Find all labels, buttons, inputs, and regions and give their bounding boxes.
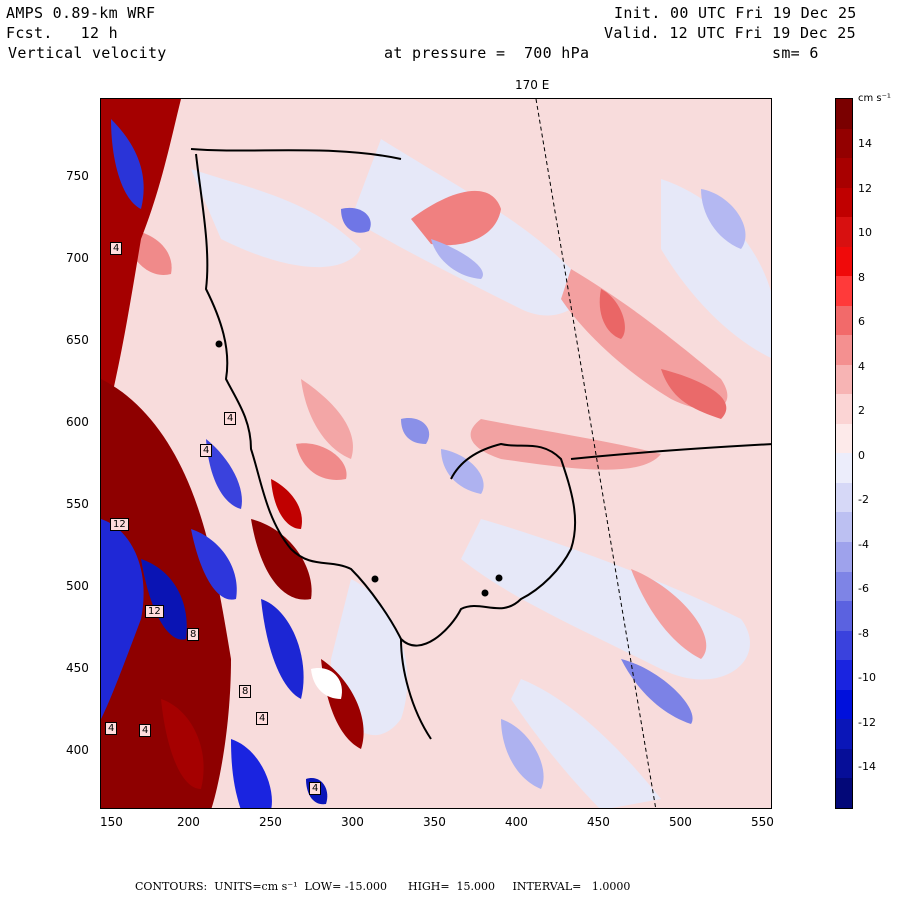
colorbar-segment bbox=[836, 423, 852, 454]
model-title: AMPS 0.89-km WRF bbox=[6, 4, 156, 22]
colorbar-label: -14 bbox=[858, 760, 876, 773]
colorbar-label: 12 bbox=[858, 181, 872, 195]
map-field bbox=[101, 99, 771, 808]
x-tick-label: 300 bbox=[341, 815, 364, 829]
x-tick-label: 250 bbox=[259, 815, 282, 829]
colorbar-segment bbox=[836, 778, 852, 808]
colorbar-label: -2 bbox=[858, 493, 869, 506]
colorbar-units: cm s⁻¹ bbox=[858, 93, 891, 104]
mountain-strong-motion bbox=[101, 99, 364, 808]
x-tick-label: 200 bbox=[177, 815, 200, 829]
y-tick-label: 750 bbox=[66, 169, 89, 183]
contour-label: 4 bbox=[105, 722, 118, 735]
colorbar-label: -12 bbox=[858, 715, 876, 729]
x-tick-label: 500 bbox=[669, 815, 692, 829]
x-tick-label: 150 bbox=[100, 815, 123, 829]
colorbar-segment bbox=[836, 335, 852, 365]
y-tick-label: 450 bbox=[66, 661, 89, 675]
colorbar-segment bbox=[836, 158, 852, 188]
y-tick-label: 700 bbox=[66, 251, 89, 265]
contour-label: 8 bbox=[239, 685, 252, 698]
forecast-hour: Fcst. 12 h bbox=[6, 24, 118, 42]
downward-motion-patches bbox=[341, 189, 746, 789]
x-tick-label: 400 bbox=[505, 815, 528, 829]
colorbar-segment bbox=[836, 128, 852, 159]
contour-label: 4 bbox=[309, 782, 322, 795]
colorbar-segment bbox=[836, 719, 852, 749]
colorbar-segment bbox=[836, 99, 852, 129]
colorbar-label: -4 bbox=[858, 537, 869, 551]
colorbar-segment bbox=[836, 482, 852, 513]
contour-label: 12 bbox=[110, 518, 129, 531]
vertical-velocity-map: 4 4 4 12 12 8 8 4 4 4 4 bbox=[100, 98, 772, 809]
colorbar-segment bbox=[836, 276, 852, 306]
colorbar-label: 8 bbox=[858, 270, 865, 284]
y-tick-label: 600 bbox=[66, 415, 89, 429]
colorbar-segment bbox=[836, 217, 852, 247]
colorbar-segment bbox=[836, 453, 852, 483]
meridian-line bbox=[535, 99, 657, 808]
contour-label: 4 bbox=[224, 412, 237, 425]
colorbar-segment bbox=[836, 660, 852, 690]
contour-label: 4 bbox=[256, 712, 269, 725]
colorbar-segment bbox=[836, 246, 852, 277]
contour-label: 4 bbox=[200, 444, 213, 457]
init-time: Init. 00 UTC Fri 19 Dec 25 bbox=[614, 4, 857, 22]
colorbar-label: 0 bbox=[858, 448, 865, 462]
colorbar-segment bbox=[836, 394, 852, 424]
x-tick-label: 550 bbox=[751, 815, 774, 829]
coastline bbox=[190, 148, 771, 740]
colorbar-label: -10 bbox=[858, 671, 876, 684]
colorbar-segment bbox=[836, 571, 852, 602]
contour-label: 8 bbox=[187, 628, 200, 641]
colorbar-segment bbox=[836, 364, 852, 395]
y-tick-label: 500 bbox=[66, 579, 89, 593]
colorbar-segment bbox=[836, 187, 852, 218]
colorbar-segment bbox=[836, 630, 852, 661]
y-tick-label: 650 bbox=[66, 333, 89, 347]
colorbar-segment bbox=[836, 541, 852, 572]
valid-time: Valid. 12 UTC Fri 19 Dec 25 bbox=[604, 24, 856, 42]
colorbar-label: 10 bbox=[858, 226, 872, 239]
colorbar-label: 14 bbox=[858, 137, 872, 150]
colorbar-label: 6 bbox=[858, 315, 865, 328]
pressure-level: at pressure = 700 hPa bbox=[384, 44, 590, 62]
y-tick-label: 550 bbox=[66, 497, 89, 511]
colorbar-segment bbox=[836, 512, 852, 542]
contour-info: CONTOURS: UNITS=cm s⁻¹ LOW= -15.000 HIGH… bbox=[135, 880, 631, 893]
colorbar-segment bbox=[836, 689, 852, 720]
colorbar-segment bbox=[836, 601, 852, 631]
colorbar-label: 2 bbox=[858, 404, 865, 417]
field-name: Vertical velocity bbox=[8, 44, 167, 62]
colorbar-label: -8 bbox=[858, 626, 869, 640]
contour-label: 4 bbox=[110, 242, 123, 255]
colorbar-label: -6 bbox=[858, 582, 869, 595]
upward-motion-areas bbox=[121, 190, 728, 659]
station-markers bbox=[215, 340, 503, 597]
x-tick-label: 350 bbox=[423, 815, 446, 829]
colorbar-label: 4 bbox=[858, 359, 865, 373]
y-tick-label: 400 bbox=[66, 743, 89, 757]
colorbar-segment bbox=[836, 748, 852, 779]
x-tick-label: 450 bbox=[587, 815, 610, 829]
colorbar-segment bbox=[836, 305, 852, 336]
smoothing: sm= 6 bbox=[772, 44, 819, 62]
contour-label: 12 bbox=[145, 605, 164, 618]
contour-label: 4 bbox=[139, 724, 152, 737]
meridian-label: 170 E bbox=[515, 78, 550, 92]
colorbar bbox=[835, 98, 853, 809]
